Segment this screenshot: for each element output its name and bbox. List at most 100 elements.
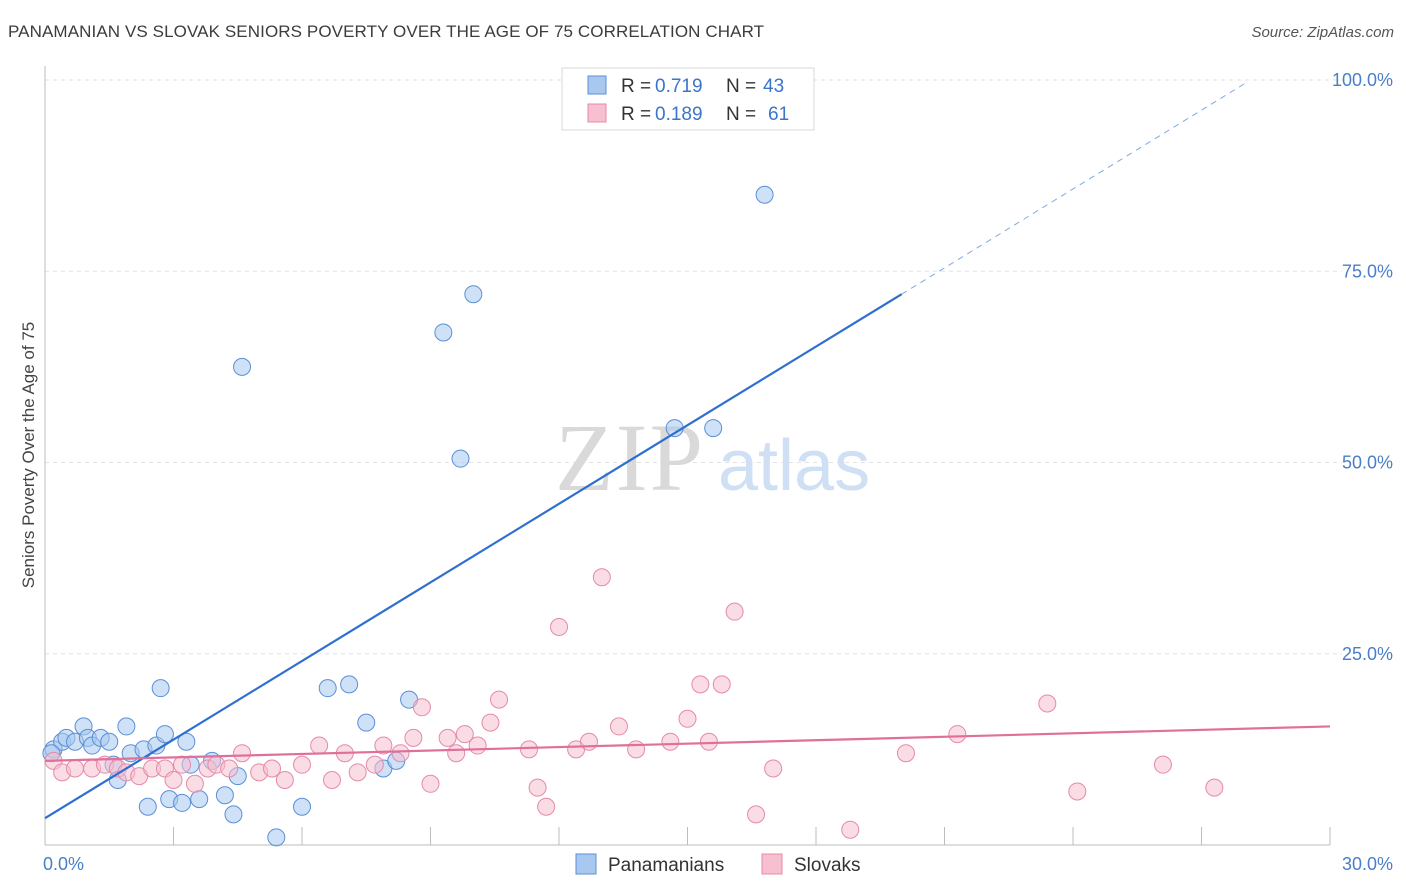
panamanians-trend-extension (901, 83, 1245, 295)
slovaks-point-32 (447, 744, 466, 763)
slovaks-point-42 (579, 732, 598, 751)
legend-r-label-2: R = (621, 104, 651, 125)
slovaks-point-44 (609, 717, 628, 736)
slovaks-point-38 (528, 778, 547, 797)
bottom-legend-swatch-slovaks (761, 853, 783, 875)
slovaks-point-21 (310, 736, 329, 755)
legend-n-label-1: N = (726, 76, 756, 97)
panamanians-point-29 (293, 797, 311, 816)
slovaks-point-34 (468, 736, 487, 755)
slovaks-point-11 (173, 755, 192, 774)
slovaks-point-12 (185, 774, 204, 793)
x-tick-labels: 0.0% 30.0% (43, 854, 1393, 874)
slovaks-point-47 (678, 709, 697, 728)
bottom-legend-slovaks: Slovaks (794, 855, 861, 876)
legend-r-value-2: 0.189 (655, 104, 703, 125)
x-tick-label-min: 0.0% (43, 854, 84, 874)
slovaks-point-25 (365, 755, 384, 774)
chart-title: PANAMANIAN VS SLOVAK SENIORS POVERTY OVE… (8, 22, 765, 41)
axes (44, 66, 1331, 846)
panamanians-point-37 (451, 449, 470, 468)
watermark: ZIP atlas (555, 404, 870, 511)
slovaks-point-2 (65, 759, 84, 778)
slovaks-point-50 (712, 675, 731, 694)
legend-swatch-slovaks (587, 103, 607, 123)
slovaks-point-52 (747, 805, 766, 824)
slovaks-point-58 (1068, 782, 1087, 801)
source-label: Source: ZipAtlas.com (1251, 24, 1394, 41)
slovaks-point-40 (550, 617, 568, 636)
trend-lines (44, 83, 1331, 820)
y-tick-label-3: 100.0% (1332, 70, 1393, 90)
panamanians-point-28 (267, 828, 286, 847)
grid-lines (45, 79, 1342, 655)
slovaks-point-29 (412, 698, 431, 717)
slovaks-trend-line (44, 725, 1331, 762)
panamanians-point-31 (340, 675, 359, 694)
panamanians-point-14 (138, 797, 157, 816)
panamanians-point-11 (117, 717, 136, 736)
bottom-legend-swatch-panamanians (575, 853, 597, 875)
slovaks-point-43 (592, 568, 611, 587)
slovaks-point-45 (627, 740, 646, 759)
slovaks-point-60 (1205, 778, 1224, 797)
panamanians-point-36 (434, 323, 453, 342)
slovaks-point-19 (275, 770, 294, 789)
slovaks-point-59 (1153, 755, 1172, 774)
panamanians-point-19 (173, 793, 192, 812)
slovaks-point-55 (896, 744, 915, 763)
data-points (42, 185, 1224, 847)
slovaks-point-49 (699, 732, 718, 751)
panamanians-point-8 (100, 732, 119, 751)
slovaks-point-15 (220, 759, 239, 778)
y-tick-label-0: 25.0% (1342, 644, 1393, 664)
watermark-zip: ZIP (555, 404, 705, 511)
slovaks-point-57 (1038, 694, 1057, 713)
panamanians-point-30 (318, 679, 337, 698)
y-axis-label: Seniors Poverty Over the Age of 75 (19, 322, 38, 588)
panamanians-point-20 (177, 732, 196, 751)
y-tick-labels: 25.0% 50.0% 75.0% 100.0% (1332, 70, 1393, 664)
slovaks-point-51 (725, 602, 744, 621)
slovaks-point-33 (455, 725, 474, 744)
legend-n-value-1: 43 (763, 76, 784, 97)
legend-r-value-1: 0.719 (655, 76, 703, 97)
panamanians-point-41 (755, 185, 774, 204)
slovaks-point-22 (322, 770, 341, 789)
legend-n-value-2: 61 (768, 104, 789, 125)
slovaks-point-16 (233, 744, 252, 763)
panamanians-point-22 (190, 790, 209, 809)
panamanians-point-38 (464, 285, 483, 304)
slovaks-point-36 (490, 690, 509, 709)
slovaks-point-54 (841, 820, 860, 839)
y-tick-label-1: 50.0% (1342, 453, 1393, 473)
slovaks-point-18 (263, 759, 282, 778)
slovaks-point-24 (348, 763, 367, 782)
legend-n-label-2: N = (726, 104, 756, 125)
slovaks-point-26 (374, 736, 393, 755)
legend-box: R = 0.719 N = 43 R = 0.189 N = 61 (561, 67, 815, 131)
slovaks-point-53 (764, 759, 783, 778)
slovaks-point-10 (164, 770, 183, 789)
slovaks-point-46 (661, 732, 680, 751)
panamanians-point-27 (233, 357, 252, 376)
slovaks-point-56 (948, 725, 967, 744)
panamanians-point-16 (151, 679, 170, 698)
panamanians-point-25 (224, 805, 243, 824)
watermark-atlas: atlas (718, 426, 870, 506)
slovaks-point-20 (293, 755, 311, 774)
panamanians-point-40 (704, 419, 723, 438)
panamanians-point-24 (215, 786, 234, 805)
x-tick-label-max: 30.0% (1342, 854, 1393, 874)
y-tick-label-2: 75.0% (1342, 261, 1393, 281)
slovaks-point-27 (391, 744, 410, 763)
panamanians-point-17 (155, 725, 174, 744)
panamanians-point-32 (357, 713, 376, 732)
slovaks-point-48 (691, 675, 710, 694)
legend-r-label-1: R = (621, 76, 651, 97)
slovaks-point-31 (438, 728, 457, 747)
slovaks-point-39 (537, 797, 556, 816)
slovaks-point-30 (421, 774, 440, 793)
panamanians-trend-line (44, 293, 903, 820)
